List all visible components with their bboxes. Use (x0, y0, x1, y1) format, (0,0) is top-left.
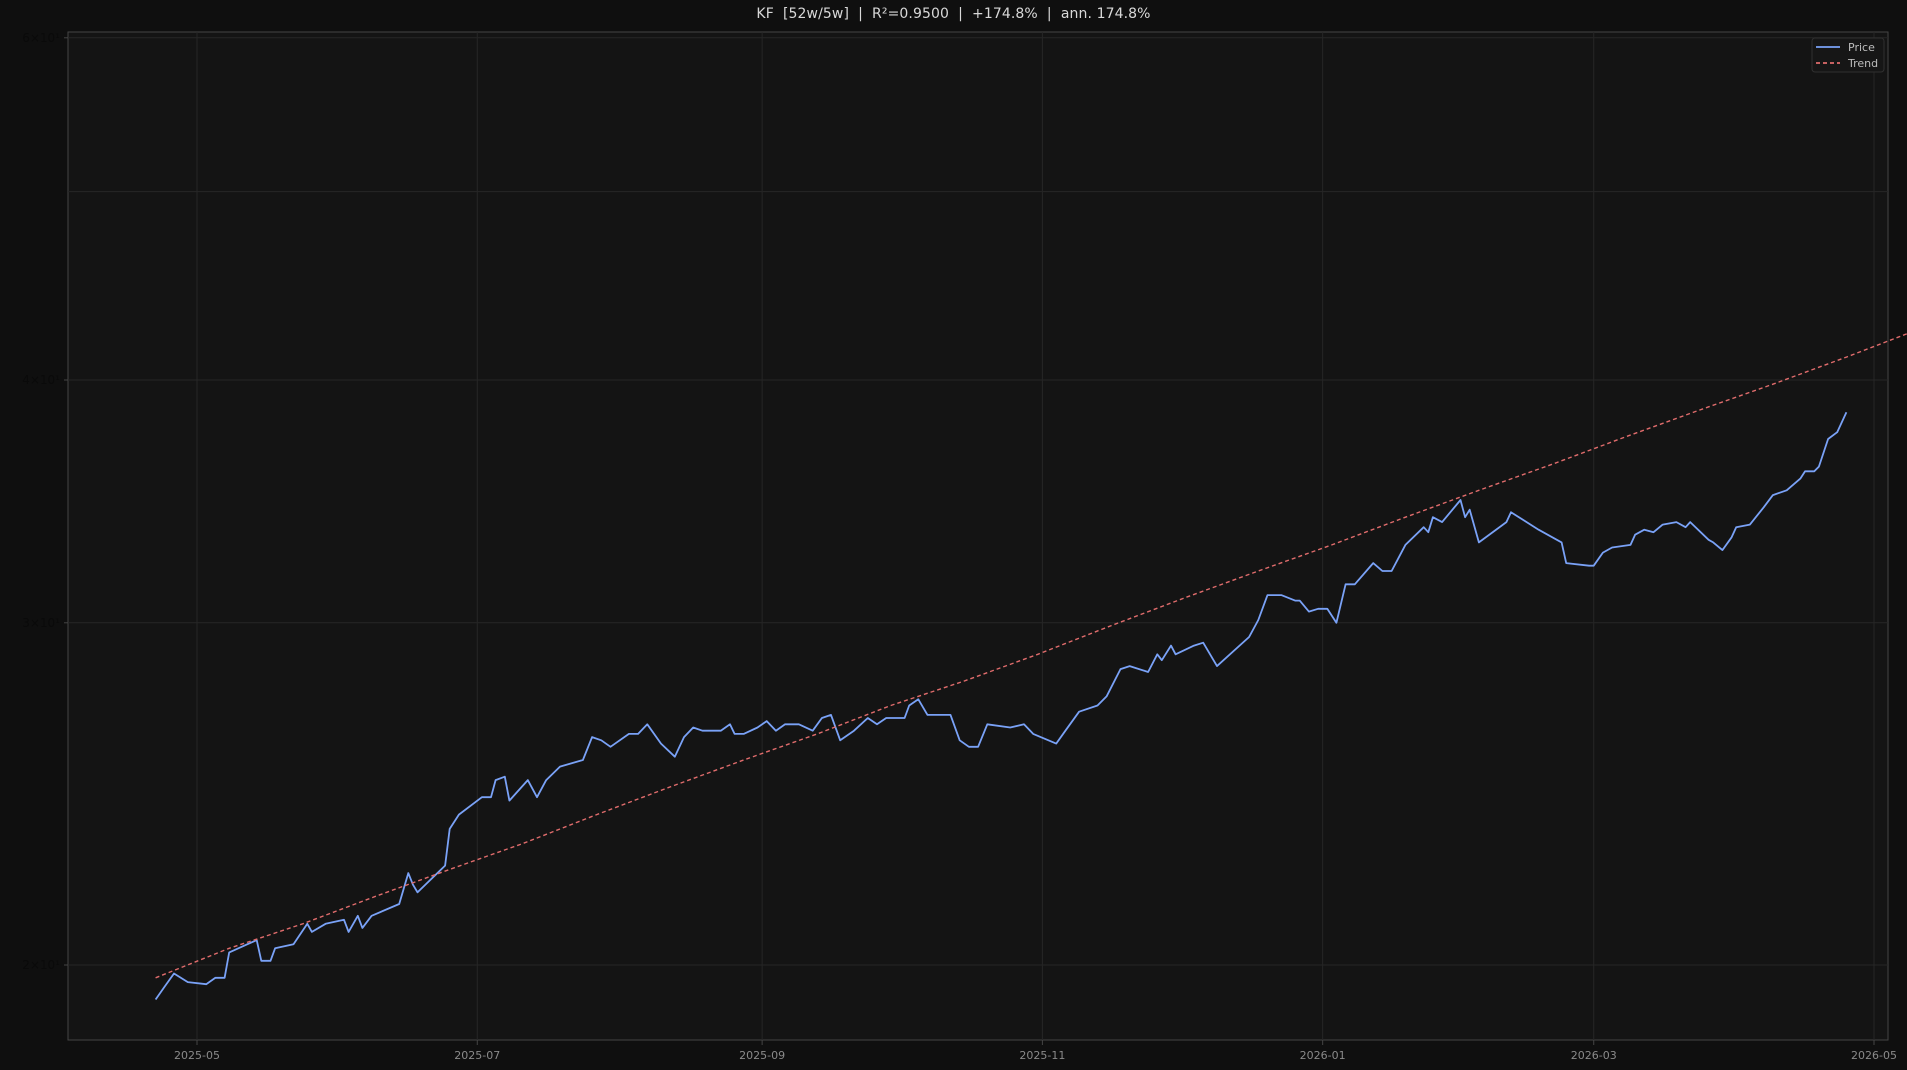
axes: 2×10¹ 3×10¹ 4×10¹ 6×10¹ 2025-05 2025-07 2025-0… (22, 31, 1897, 1062)
x-tick-label: 2025-05 (174, 1049, 220, 1062)
x-tick-label: 2025-07 (454, 1049, 500, 1062)
series-group (154, 333, 1907, 1001)
price-line (154, 411, 1848, 1001)
y-tick-label: 6×10¹ (22, 31, 60, 45)
x-tick-label: 2025-09 (739, 1049, 785, 1062)
x-tick-label: 2026-05 (1851, 1049, 1897, 1062)
y-tick-label: 4×10¹ (22, 373, 60, 387)
chart-title: KF [52w/5w] | R²=0.9500 | +174.8% | ann.… (756, 6, 1151, 22)
x-tick-label: 2026-03 (1571, 1049, 1617, 1062)
x-tick-label: 2025-11 (1019, 1049, 1065, 1062)
plot-area (67, 31, 1889, 1041)
y-tick-label: 3×10¹ (22, 616, 60, 630)
trend-line (155, 333, 1907, 979)
legend: Price Trend (1811, 37, 1885, 73)
x-tick-label: 2026-01 (1300, 1049, 1346, 1062)
price-legend-label: Price (1848, 41, 1875, 54)
trend-legend-label: Trend (1847, 57, 1878, 70)
grid-lines (68, 32, 1888, 1040)
y-tick-label: 2×10¹ (22, 958, 60, 972)
